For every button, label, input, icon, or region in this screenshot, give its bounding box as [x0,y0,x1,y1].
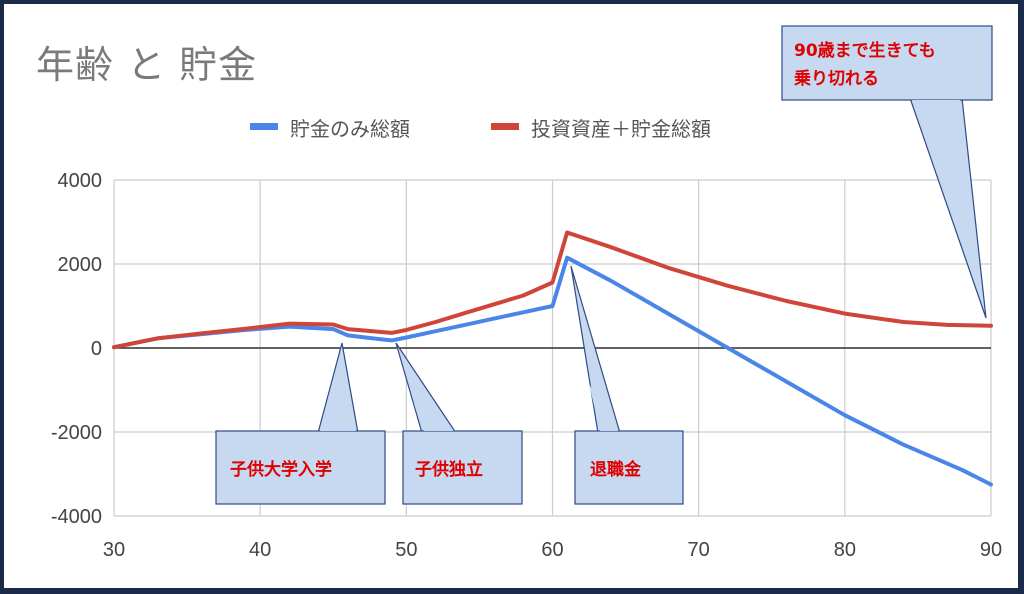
chart-title: 年齢 と 貯金 [36,43,258,87]
callout-age90-pointer [909,97,987,319]
x-tick-label: 80 [834,539,856,561]
callout-university-cover [320,404,356,431]
callout-layer: 子供大学入学 子供独立 退職金 90歳まで生きても 乗り切れる [215,25,993,505]
legend-swatch-invest [491,123,519,130]
legend-swatch-savings [250,123,278,130]
callout-independence-text: 子供独立 [415,459,483,480]
callout-age90-text-line1: 90歳まで生きても [794,40,936,61]
x-tick-label: 90 [980,539,1002,561]
callout-independence-box [402,430,523,505]
legend: 貯金のみ総額 投資資産＋貯金総額 [250,117,711,141]
callout-retirement-text: 退職金 [590,459,642,480]
x-tick-label: 60 [541,539,563,561]
callout-university-box [215,430,386,505]
lines-layer [112,230,993,487]
callout-age90-cover [912,100,960,134]
chart-svg: 30 40 50 60 70 80 90 4000 2000 0 -2000 -4000 貯金のみ総額… [51,25,1002,561]
callout-retirement-box [574,430,684,505]
callout-age90-box [781,25,993,101]
x-tick-label: 40 [249,539,271,561]
y-tick-label: 0 [91,338,102,360]
callout-independence-cover [414,404,454,431]
legend-label-savings: 貯金のみ総額 [290,117,410,141]
y-tick-label: -2000 [51,422,102,444]
callout-age90-text-line2: 乗り切れる [793,69,879,89]
axis-labels: 30 40 50 60 70 80 90 4000 2000 0 -2000 -4000 [51,170,1002,561]
savings-line [112,255,993,487]
y-tick-label: -4000 [51,506,102,528]
callout-university-text: 子供大学入学 [230,459,332,480]
x-tick-label: 30 [103,539,125,561]
x-tick-label: 50 [395,539,417,561]
callout-retirement-cover [589,384,618,431]
legend-label-invest: 投資資産＋貯金総額 [531,117,711,141]
invest-line [112,230,993,350]
y-tick-label: 4000 [58,170,103,192]
y-tick-label: 2000 [58,254,103,276]
x-tick-label: 70 [688,539,710,561]
